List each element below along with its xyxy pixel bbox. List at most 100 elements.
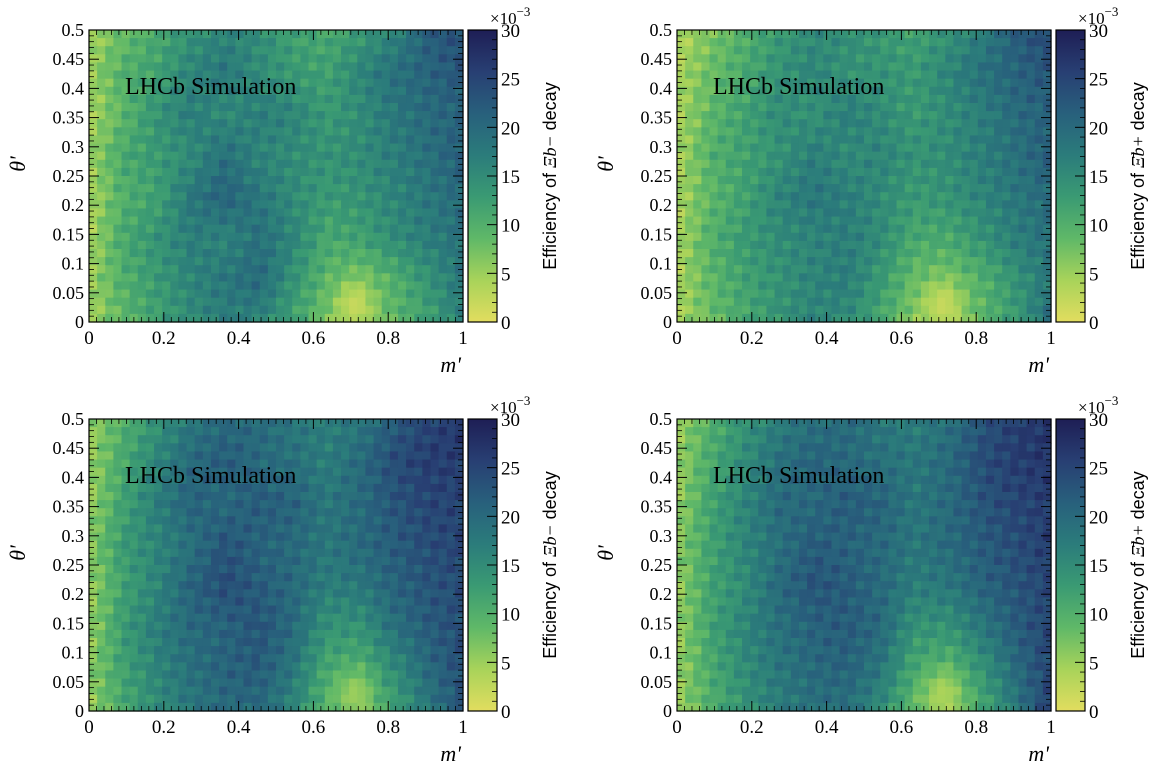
heatmap-cell <box>912 240 922 250</box>
heatmap-cell <box>210 167 220 177</box>
heatmap-cell <box>186 459 196 469</box>
heatmap-cell <box>1042 297 1052 307</box>
heatmap-cell <box>855 184 865 193</box>
heatmap-cell <box>1010 265 1020 274</box>
heatmap-cell <box>880 94 889 104</box>
heatmap-cell <box>202 38 212 47</box>
heatmap-cell <box>308 483 318 493</box>
heatmap-cell <box>162 151 171 161</box>
heatmap-cell <box>701 38 711 47</box>
heatmap-cell <box>888 176 898 185</box>
heatmap-cell <box>831 200 841 210</box>
heatmap-cell <box>267 46 277 55</box>
heatmap-cell <box>276 313 285 323</box>
heatmap-cell <box>267 483 277 493</box>
heatmap-cell <box>194 305 204 315</box>
heatmap-cell <box>414 135 423 145</box>
heatmap-cell <box>170 192 180 201</box>
heatmap-cell <box>381 167 391 177</box>
heatmap-cell <box>170 257 180 266</box>
heatmap-cell <box>129 508 139 517</box>
heatmap-cell <box>210 240 220 250</box>
heatmap-cell <box>357 443 367 453</box>
heatmap-cell <box>97 257 106 266</box>
heatmap-cell <box>276 30 285 39</box>
heatmap-cell <box>389 443 399 453</box>
heatmap-cell <box>920 297 930 307</box>
heatmap-cell <box>880 46 889 55</box>
heatmap-cell <box>717 224 727 234</box>
heatmap-cell <box>251 443 261 453</box>
heatmap-cell <box>1034 216 1044 226</box>
heatmap-cell <box>815 257 824 266</box>
heatmap-cell <box>219 151 228 161</box>
heatmap-cell <box>194 297 204 307</box>
heatmap-cell <box>357 540 367 550</box>
heatmap-cell <box>259 78 269 88</box>
heatmap-cell <box>308 176 318 185</box>
heatmap-cell <box>438 151 448 161</box>
heatmap-cell <box>454 467 464 477</box>
heatmap-cell <box>243 597 253 607</box>
heatmap-cell <box>105 216 114 226</box>
heatmap-cell <box>920 224 930 234</box>
heatmap-cell <box>162 62 171 72</box>
heatmap-cell <box>994 232 1003 242</box>
heatmap-cell <box>373 78 383 88</box>
heatmap-cell <box>693 257 702 266</box>
heatmap-cell <box>888 103 898 112</box>
heatmap-cell <box>847 305 857 315</box>
heatmap-cell <box>677 135 686 145</box>
heatmap-cell <box>454 435 464 444</box>
heatmap-cell <box>1010 257 1020 266</box>
y-tick-label: 0 <box>75 312 84 332</box>
heatmap-cell <box>154 589 163 599</box>
heatmap-cell <box>170 540 180 550</box>
heatmap-cell <box>227 556 236 566</box>
heatmap-cell <box>406 281 415 291</box>
heatmap-cell <box>725 62 735 72</box>
heatmap-cell <box>912 281 922 291</box>
heatmap-cell <box>202 94 212 104</box>
heatmap-cell <box>137 159 147 169</box>
heatmap-cell <box>129 613 139 623</box>
heatmap-cell <box>332 459 342 469</box>
heatmap-cell <box>758 273 768 283</box>
heatmap-cell <box>872 232 881 242</box>
heatmap-cell <box>219 451 228 461</box>
heatmap-cell <box>961 305 971 315</box>
heatmap-cell <box>324 573 334 582</box>
heatmap-cell <box>145 313 155 323</box>
heatmap-cell <box>725 216 735 226</box>
heatmap-cell <box>243 581 253 590</box>
heatmap-cell <box>129 605 139 615</box>
heatmap-cell <box>219 289 228 299</box>
heatmap-cell <box>276 532 285 542</box>
heatmap-cell <box>1034 94 1044 104</box>
heatmap-cell <box>937 216 946 226</box>
heatmap-cell <box>677 86 686 96</box>
heatmap-cell <box>969 216 979 226</box>
heatmap-cell <box>454 70 464 80</box>
heatmap-cell <box>888 38 898 47</box>
heatmap-cell <box>693 46 702 55</box>
heatmap-cell <box>831 135 841 145</box>
heatmap-cell <box>406 111 415 120</box>
heatmap-cell <box>977 176 987 185</box>
heatmap-cell <box>316 216 326 226</box>
heatmap-cell <box>969 159 979 169</box>
heatmap-cell <box>677 240 686 250</box>
heatmap-cell <box>677 78 686 88</box>
heatmap-cell <box>202 516 212 526</box>
heatmap-cell <box>414 516 423 526</box>
heatmap-cell <box>243 492 253 501</box>
heatmap-cell <box>129 475 139 485</box>
heatmap-cell <box>406 103 415 112</box>
heatmap-cell <box>357 524 367 534</box>
heatmap-cell <box>308 281 318 291</box>
heatmap-cell <box>97 135 106 145</box>
heatmap-cell <box>742 305 751 315</box>
heatmap-cell <box>235 605 245 615</box>
heatmap-cell <box>1010 232 1020 242</box>
heatmap-cell <box>251 459 261 469</box>
